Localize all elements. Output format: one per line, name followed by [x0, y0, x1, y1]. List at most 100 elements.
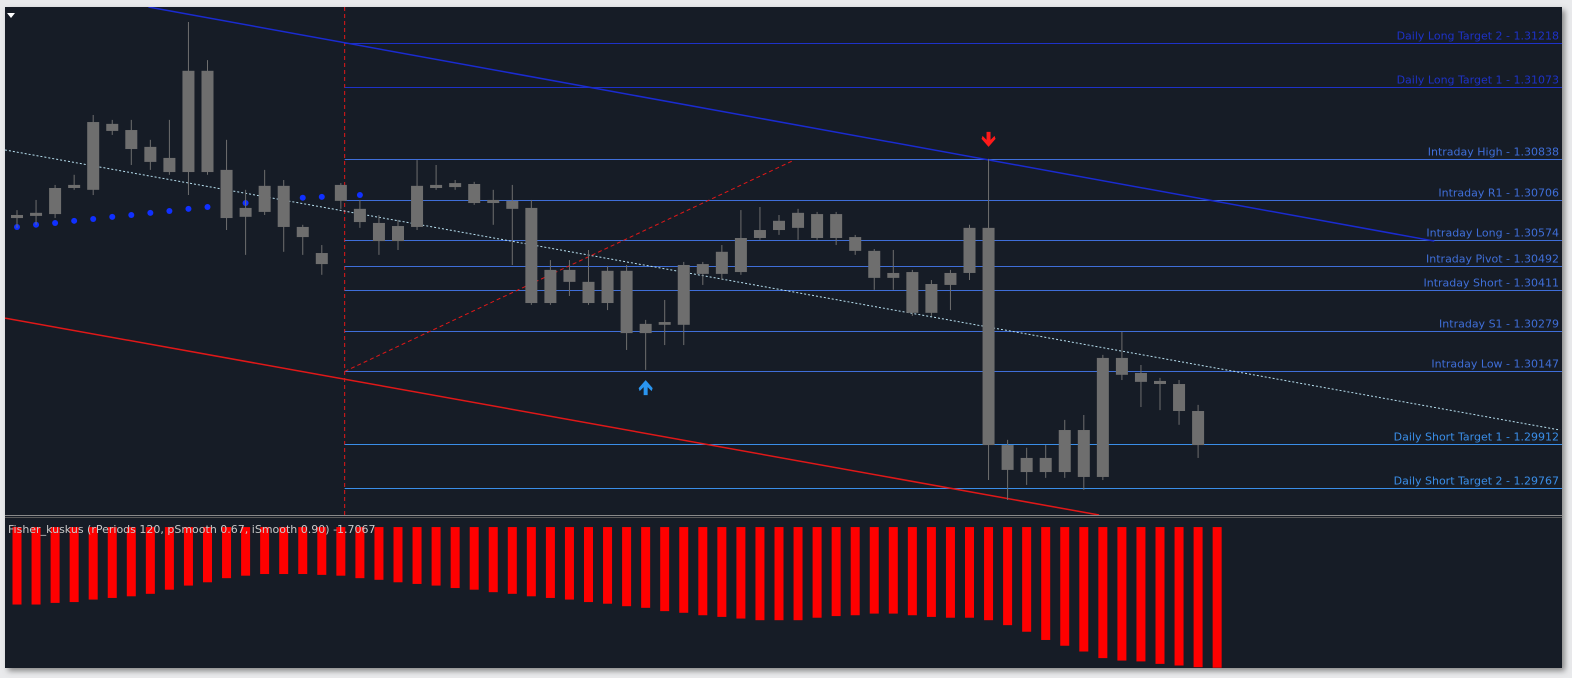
candle-body	[296, 226, 309, 238]
candle-body	[315, 253, 328, 265]
candle-body	[1134, 372, 1147, 382]
histogram-bar	[317, 527, 327, 575]
candle-body	[830, 214, 843, 238]
histogram-bar	[755, 527, 765, 621]
signal-arrow	[638, 380, 653, 396]
sar-dot	[147, 209, 154, 216]
sar-dot	[52, 219, 59, 226]
candle-body	[353, 208, 366, 223]
sar-dot	[185, 205, 192, 212]
trend-line	[5, 149, 1561, 431]
candle-body	[506, 200, 519, 209]
level-label: Daily Long Target 2 - 1.31218	[1397, 30, 1559, 43]
histogram-bar	[564, 527, 574, 600]
candle-body	[239, 207, 252, 217]
histogram-bar	[965, 527, 974, 618]
histogram-bar	[469, 527, 479, 590]
histogram-bar	[355, 527, 365, 579]
histogram-bar	[164, 527, 174, 590]
histogram-bar	[945, 527, 955, 618]
level-label: Intraday Short - 1.30411	[1424, 277, 1560, 290]
candle-body	[868, 250, 881, 278]
candle-body	[1154, 380, 1166, 385]
histogram-bar	[145, 527, 155, 594]
candle-body	[258, 185, 271, 212]
candle-body	[1020, 457, 1033, 473]
histogram-bar	[660, 527, 670, 612]
histogram-bar	[69, 527, 79, 603]
candle-body	[582, 281, 595, 304]
histogram-bar	[584, 527, 593, 603]
histogram-bar	[641, 527, 651, 608]
histogram-bar	[831, 527, 841, 617]
histogram-bar	[507, 527, 517, 594]
histogram-bar	[679, 527, 689, 613]
indicator-name: Fisher_kuskus (rPeriods 120, pSmooth 0.6…	[8, 523, 330, 536]
candle-body	[792, 212, 805, 228]
candle-body	[1039, 457, 1052, 473]
candle-body	[11, 214, 23, 219]
histogram-bar	[50, 527, 60, 603]
histogram-bar	[31, 527, 41, 605]
candle-body	[1173, 384, 1186, 412]
candle-body	[1058, 430, 1071, 473]
histogram-bar	[336, 527, 346, 576]
candle-body	[525, 207, 538, 304]
candle-body	[1115, 357, 1128, 375]
histogram-bar	[203, 527, 212, 583]
indicator-label: Fisher_kuskus (rPeriods 120, pSmooth 0.6…	[8, 523, 376, 536]
menu-triangle[interactable]	[7, 13, 15, 18]
level-label: Intraday Low - 1.30147	[1431, 358, 1559, 371]
histogram-bar	[183, 527, 193, 586]
histogram-bar	[1098, 527, 1108, 659]
candle-body	[468, 184, 481, 204]
sar-dot	[166, 207, 173, 214]
histogram-bar	[279, 527, 289, 575]
candle-body	[887, 272, 900, 278]
histogram-bar	[869, 527, 879, 614]
histogram-bar	[1041, 527, 1051, 640]
histogram-bar	[1212, 527, 1222, 668]
sar-dot	[71, 217, 78, 224]
sar-dot	[356, 192, 363, 199]
level-label: Intraday Pivot - 1.30492	[1426, 253, 1559, 266]
histogram-bar	[1155, 527, 1165, 664]
candle-body	[430, 184, 443, 188]
level-label: Intraday S1 - 1.30279	[1439, 318, 1559, 331]
histogram-bar	[12, 527, 22, 605]
candle-body	[68, 184, 81, 188]
candle-body	[601, 270, 614, 304]
histogram-bar	[1193, 527, 1203, 668]
histogram-bar	[298, 527, 308, 575]
histogram-bar	[222, 527, 232, 579]
candle-body	[734, 237, 747, 273]
candle-body	[125, 130, 138, 150]
candle-body	[715, 251, 728, 274]
histogram-bar	[736, 527, 746, 619]
candle-body	[334, 184, 347, 201]
candle-body	[144, 146, 157, 162]
histogram-bar	[374, 527, 384, 580]
level-label: Daily Short Target 1 - 1.29912	[1394, 431, 1559, 444]
candle-body	[906, 272, 919, 313]
candle-body	[773, 220, 785, 231]
candle-body	[1096, 357, 1109, 477]
trend-line	[148, 7, 1435, 242]
indicator-value: -1.7067	[333, 523, 375, 536]
candle-body	[372, 222, 385, 242]
candle-body	[620, 270, 633, 334]
candle-body	[487, 199, 500, 204]
sar-dot	[90, 215, 97, 222]
candle-body	[658, 322, 671, 325]
level-label: Daily Long Target 1 - 1.31073	[1397, 74, 1559, 87]
candle-body	[925, 284, 938, 313]
histogram-bar	[488, 527, 498, 593]
histogram-bar	[526, 527, 536, 597]
candle-body	[220, 169, 233, 219]
main-panel: Daily Long Target 2 - 1.31218 Daily Long …	[5, 7, 1562, 515]
histogram-bar	[1003, 527, 1013, 626]
candle-body	[277, 185, 290, 227]
level-label: Intraday R1 - 1.30706	[1438, 187, 1559, 200]
histogram-bar	[107, 527, 117, 598]
candle-body	[30, 212, 43, 216]
